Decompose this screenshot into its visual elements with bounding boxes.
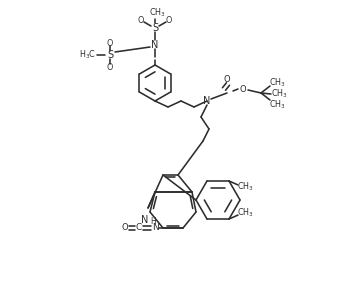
Text: O: O	[166, 15, 172, 25]
Text: O: O	[138, 15, 144, 25]
Text: CH$_3$: CH$_3$	[269, 77, 285, 89]
Text: H: H	[150, 217, 156, 227]
Text: N: N	[151, 40, 159, 50]
Text: H$_3$C: H$_3$C	[80, 49, 97, 61]
Text: N: N	[152, 223, 158, 232]
Text: S: S	[152, 23, 158, 33]
Text: O: O	[122, 223, 128, 232]
Text: O: O	[107, 38, 113, 48]
Text: CH$_3$: CH$_3$	[237, 207, 253, 219]
Text: CH$_3$: CH$_3$	[237, 181, 253, 193]
Text: S: S	[107, 50, 113, 60]
Text: CH$_3$: CH$_3$	[271, 88, 287, 100]
Text: N: N	[203, 96, 211, 106]
Text: O: O	[240, 84, 246, 94]
Text: C: C	[136, 223, 142, 232]
Text: O: O	[224, 75, 230, 84]
Text: CH$_3$: CH$_3$	[149, 7, 165, 19]
Text: O: O	[107, 63, 113, 72]
Text: N: N	[141, 215, 149, 225]
Text: CH$_3$: CH$_3$	[269, 99, 285, 111]
